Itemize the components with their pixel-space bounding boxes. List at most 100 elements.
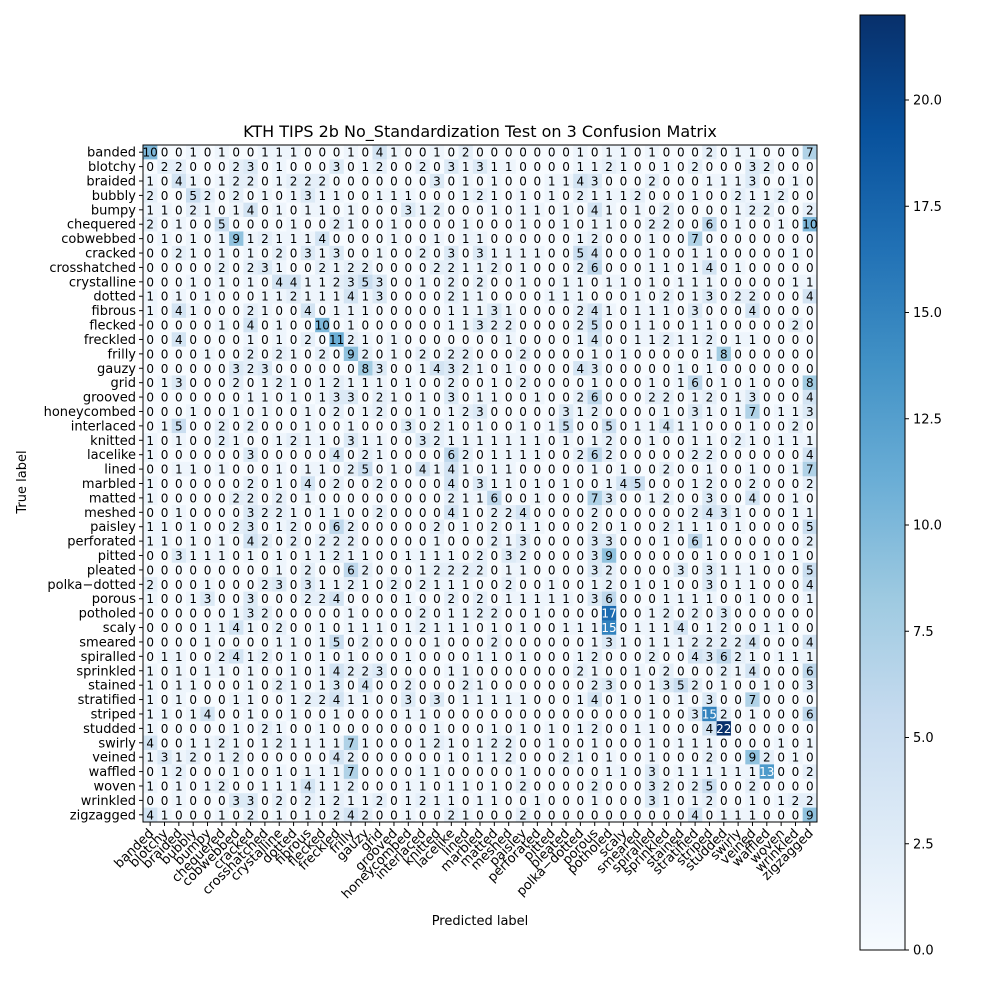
cell-value-label: 0 — [534, 290, 542, 304]
cell-value-label: 2 — [706, 146, 714, 160]
cell-value-label: 1 — [519, 765, 527, 779]
heatmap-cell — [171, 245, 187, 261]
cell-value-label: 1 — [232, 693, 240, 707]
heatmap-cell — [501, 173, 517, 189]
cell-value-label: 1 — [390, 391, 398, 405]
heatmap-cell — [386, 188, 402, 203]
cell-value-label: 4 — [333, 664, 341, 678]
cell-value-label: 0 — [620, 304, 628, 318]
cell-value-label: 2 — [361, 261, 369, 275]
cell-value-label: 0 — [376, 679, 384, 693]
cell-value-label: 0 — [519, 405, 527, 419]
cell-value-label: 2 — [333, 405, 341, 419]
cell-value-label: 0 — [734, 549, 742, 563]
heatmap-cell — [601, 159, 617, 175]
cell-value-label: 1 — [734, 808, 742, 822]
cell-value-label: 2 — [433, 434, 441, 448]
cell-value-label: 1 — [519, 261, 527, 275]
cell-value-label: 0 — [361, 779, 369, 793]
cell-value-label: 0 — [534, 563, 542, 577]
cell-value-label: 1 — [318, 290, 326, 304]
cell-value-label: 0 — [720, 578, 728, 592]
cell-value-label: 0 — [562, 448, 570, 462]
cell-value-label: 0 — [404, 477, 412, 491]
cell-value-label: 3 — [648, 779, 656, 793]
cell-value-label: 0 — [763, 319, 771, 333]
cell-value-label: 1 — [534, 592, 542, 606]
heatmap-cell — [272, 159, 287, 175]
cell-value-label: 1 — [534, 391, 542, 405]
cell-value-label: 0 — [777, 203, 785, 217]
cell-value-label: 10 — [315, 319, 330, 333]
heatmap-cell — [687, 202, 703, 218]
cell-value-label: 1 — [275, 563, 283, 577]
heatmap-cell — [415, 159, 431, 175]
heatmap-cell — [243, 231, 259, 247]
cell-value-label: 1 — [648, 319, 656, 333]
cell-value-label: 1 — [204, 621, 212, 635]
heatmap-cell — [171, 188, 187, 203]
cell-value-label: 0 — [519, 607, 527, 621]
cell-value-label: 1 — [146, 520, 154, 534]
heatmap-cell — [214, 188, 230, 203]
cell-value-label: 2 — [376, 794, 384, 808]
cell-value-label: 3 — [347, 391, 355, 405]
y-tick-label: knitted — [90, 434, 136, 449]
heatmap-cell — [745, 145, 760, 160]
cell-value-label: 0 — [605, 405, 613, 419]
heatmap-cell — [458, 202, 474, 218]
cell-value-label: 0 — [433, 405, 441, 419]
cell-value-label: 2 — [663, 333, 671, 347]
cell-value-label: 1 — [275, 175, 283, 189]
heatmap-cell — [315, 274, 330, 290]
cell-value-label: 4 — [333, 693, 341, 707]
y-tick-label: meshed — [84, 506, 136, 521]
cell-value-label: 0 — [347, 635, 355, 649]
cell-value-label: 5 — [677, 679, 685, 693]
heatmap-cell — [472, 231, 488, 247]
cell-value-label: 4 — [749, 304, 757, 318]
heatmap-cell — [644, 173, 660, 189]
cell-value-label: 4 — [591, 333, 599, 347]
cell-value-label: 0 — [605, 463, 613, 477]
cell-value-label: 1 — [691, 319, 699, 333]
cell-value-label: 0 — [763, 146, 771, 160]
cell-value-label: 0 — [161, 607, 169, 621]
cell-value-label: 0 — [577, 779, 585, 793]
cell-value-label: 1 — [304, 736, 312, 750]
cell-value-label: 0 — [548, 275, 556, 289]
cell-value-label: 2 — [175, 160, 183, 174]
cell-value-label: 0 — [548, 333, 556, 347]
cell-value-label: 0 — [390, 261, 398, 275]
cell-value-label: 1 — [304, 549, 312, 563]
cell-value-label: 0 — [548, 218, 556, 232]
cell-value-label: 1 — [777, 736, 785, 750]
cell-value-label: 1 — [204, 203, 212, 217]
cell-value-label: 0 — [218, 304, 226, 318]
heatmap-cell — [186, 217, 201, 232]
cell-value-label: 0 — [462, 794, 470, 808]
cell-value-label: 0 — [634, 563, 642, 577]
heatmap-cell — [429, 145, 445, 160]
cell-value-label: 2 — [433, 261, 441, 275]
cell-value-label: 0 — [620, 722, 628, 736]
cell-value-label: 0 — [534, 146, 542, 160]
cell-value-label: 0 — [663, 650, 671, 664]
cell-value-label: 1 — [189, 275, 197, 289]
cell-value-label: 0 — [519, 477, 527, 491]
cell-value-label: 0 — [189, 434, 197, 448]
y-tick-label: spiralled — [81, 650, 136, 665]
cell-value-label: 0 — [706, 419, 714, 433]
cell-value-label: 3 — [447, 160, 455, 174]
cell-value-label: 0 — [562, 578, 570, 592]
cell-value-label: 0 — [433, 491, 441, 505]
cell-value-label: 0 — [749, 218, 757, 232]
cell-value-label: 0 — [792, 535, 800, 549]
cell-value-label: 1 — [290, 736, 298, 750]
cell-value-label: 1 — [519, 520, 527, 534]
cell-value-label: 1 — [620, 347, 628, 361]
cell-value-label: 0 — [304, 722, 312, 736]
cell-value-label: 0 — [146, 607, 154, 621]
cell-value-label: 0 — [491, 707, 499, 721]
heatmap-cell — [773, 260, 789, 275]
